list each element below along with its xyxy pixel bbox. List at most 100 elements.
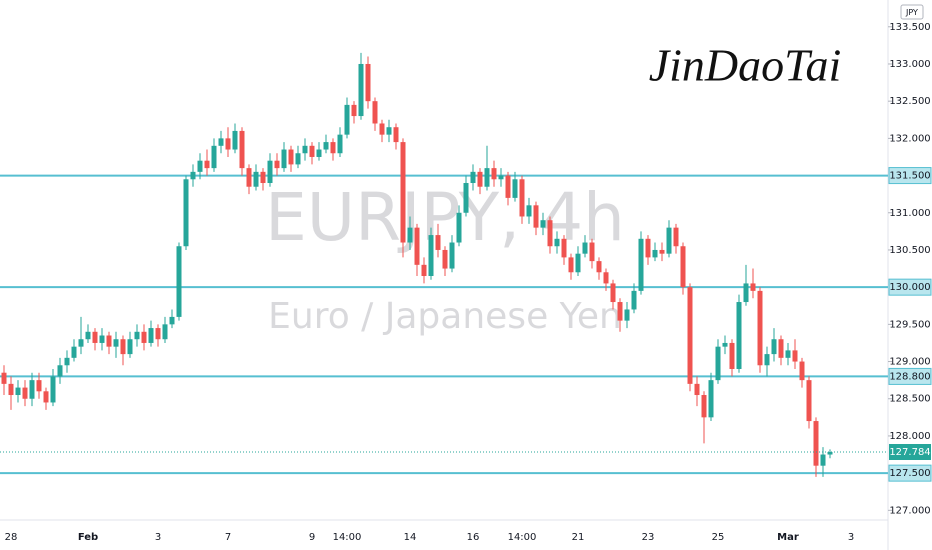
candle-body [470,171,476,184]
candle-body [71,346,77,358]
candle-body [722,342,728,347]
watermark-subtitle: Euro / Japanese Yen [268,296,622,337]
candle-body [680,246,686,288]
candle-body [624,309,630,321]
y-tick-label: 129.000 [889,357,930,368]
candle-body [582,242,588,254]
candle-body [372,101,378,124]
x-tick-label: 7 [225,532,231,543]
candle-body [92,331,98,343]
candle-body [533,205,539,228]
candle-body [260,171,266,184]
candle-body [610,283,616,303]
x-tick-label: 14:00 [508,532,537,543]
candle-body [64,357,70,366]
x-tick-label: 3 [155,532,161,543]
candle-body [435,235,441,250]
candle-body [407,227,413,243]
candle-body [218,138,224,146]
y-tick-label: 127.000 [889,505,930,516]
candle-body [106,335,112,347]
candle-body [43,391,49,403]
candle-body [288,149,294,165]
candle-body [120,339,126,355]
candle-body [743,283,749,303]
candle-body [673,227,679,247]
level-label-box [888,367,932,385]
candle-body [771,339,777,355]
x-tick-label: Feb [78,532,98,543]
candle-body [239,130,245,169]
candle-body [477,171,483,187]
candle-body [729,342,735,369]
candle-body [162,324,168,340]
candle-body [414,227,420,265]
candle-body [281,149,287,169]
candle-body [295,153,301,165]
candle-body [36,380,42,392]
candle-body [827,452,833,455]
candle-body [603,272,609,284]
candle-body [694,383,700,396]
candle-body [351,104,357,117]
y-tick-label: 132.500 [889,96,930,107]
candle-body [379,123,385,135]
candle-body [428,235,434,276]
candle-body [792,350,798,362]
candle-body [1,372,7,384]
candle-body [666,227,672,254]
candle-body [134,331,140,340]
candle-body [176,246,182,317]
last-price-label: 127.784 [889,447,930,458]
y-tick-label: 130.500 [889,245,930,256]
candle-body [358,63,364,117]
candle-body [778,339,784,358]
candle-body [50,376,56,403]
signature: JinDaoTai [649,40,842,91]
x-tick-label: 14:00 [333,532,362,543]
candle-body [197,160,203,172]
candle-body [316,149,322,157]
candle-body [253,171,259,187]
candle-body [386,127,392,135]
candle-body [421,264,427,276]
candle-body [512,179,518,198]
candle-body [484,168,490,187]
last-price-box [889,444,931,461]
y-tick-label: 133.500 [889,22,930,33]
candle-body [449,242,455,269]
x-tick-label: 3 [848,532,854,543]
candle-body [491,168,497,180]
candle-body [750,283,756,291]
candle-body [708,380,714,418]
candle-body [337,134,343,154]
y-tick-label: 128.500 [889,394,930,405]
candle-body [141,331,147,343]
y-tick-label: 128.000 [889,431,930,442]
candle-body [267,160,273,184]
x-tick-label: 16 [467,532,480,543]
candle-body [820,454,826,466]
candle-body [463,183,469,213]
currency: JPY [905,8,918,17]
x-tick-label: Mar [777,532,799,543]
candle-body [645,238,651,258]
candle-body [344,104,350,135]
y-tick-label: 133.000 [889,59,930,70]
candle-body [617,302,623,321]
level-label-box [888,464,932,482]
candle-body [155,328,161,340]
candle-body [330,142,336,154]
candle-body [561,238,567,258]
candle-body [246,168,252,187]
candle-body [393,127,399,143]
candle-body [232,130,238,150]
candle-body [659,249,665,254]
x-tick-label: 23 [642,532,655,543]
x-tick-label: 14 [404,532,417,543]
candle-body [498,175,504,180]
x-tick-label: 9 [309,532,315,543]
candle-body [806,380,812,422]
